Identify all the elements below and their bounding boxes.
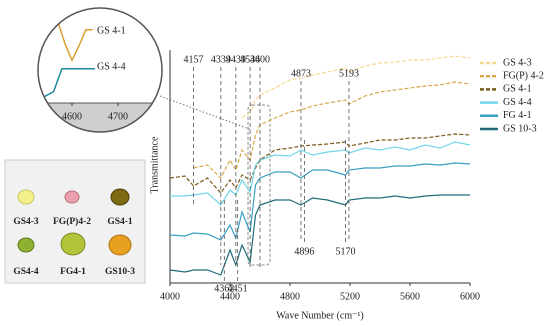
peak-label: 5170: [336, 246, 356, 257]
gem-label: GS10-3: [105, 267, 135, 277]
x-axis-title: Wave Number (cm⁻¹): [276, 310, 363, 321]
gems: [17, 188, 132, 256]
legend-label: GS 10-3: [503, 123, 537, 134]
legend-label: FG 4-1: [503, 110, 532, 121]
peak-label: 5193: [339, 68, 359, 79]
x-tick-label: 4000: [160, 291, 180, 302]
series-line: [193, 81, 471, 179]
legend-label: GS 4-4: [503, 97, 532, 108]
peak-label: 4451: [228, 283, 248, 294]
gem-label: FG(P)4-2: [53, 216, 91, 227]
peak-label: 4873: [291, 68, 311, 79]
legend-label: FG(P) 4-2: [503, 70, 544, 81]
x-tick-label: 5200: [340, 291, 360, 302]
inset-series-label: GS 4-4: [97, 61, 126, 72]
series-line: [52, 8, 93, 63]
x-tick-label: 5600: [400, 291, 420, 302]
inset-clip: 4600 4700 GS 4-1 GS 4-4: [38, 8, 162, 132]
peak-label: 4896: [294, 246, 314, 257]
series-line: [169, 194, 470, 276]
peak-label: 4339: [211, 54, 231, 65]
x-tick-label: 4700: [108, 111, 128, 122]
inset-series-label: GS 4-1: [97, 25, 126, 36]
y-axis-title: Transmittance: [149, 136, 160, 193]
x-tick-label: 4400: [220, 291, 240, 302]
gem-label: GS4-3: [13, 217, 39, 227]
series-line: [169, 162, 471, 241]
legend-label: GS 4-1: [503, 84, 532, 95]
peak-label: 4439: [226, 54, 246, 65]
gem-panel: [4, 159, 146, 284]
peak-label: 4534: [240, 54, 260, 65]
series-line: [241, 55, 471, 119]
peak-label: 4600: [250, 54, 270, 65]
series-line: [39, 68, 95, 100]
peak-label: 4362: [214, 283, 234, 294]
gem-label: GS4-1: [107, 217, 133, 227]
peak-label: 4157: [184, 54, 204, 65]
gem-label: GS4-4: [13, 267, 39, 277]
inset-frame: [37, 7, 163, 133]
x-tick-label: 4600: [62, 111, 82, 122]
zoom-connector: [159, 95, 253, 131]
x-tick-label: 4800: [280, 291, 300, 302]
legend-label: GS 4-3: [503, 57, 532, 68]
zoom-box: [247, 104, 271, 266]
series-line: [170, 141, 471, 206]
x-tick-label: 6000: [460, 291, 480, 302]
series-line: [169, 133, 471, 194]
gem-label: FG4-1: [60, 267, 86, 277]
